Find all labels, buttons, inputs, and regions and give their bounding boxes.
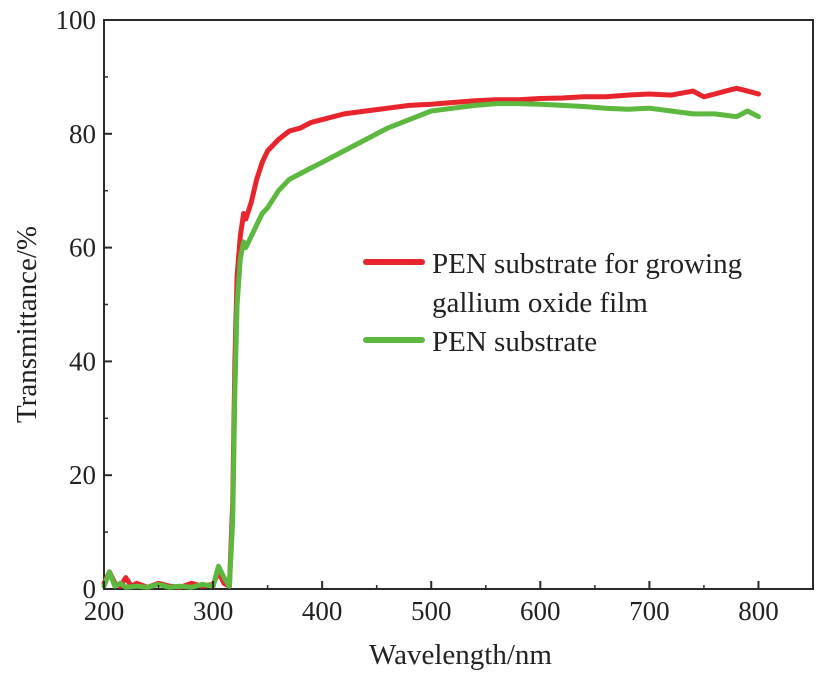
y-tick-label: 0: [83, 574, 97, 604]
legend-label: gallium oxide film: [432, 287, 648, 319]
x-tick-label: 300: [193, 596, 234, 626]
legend: PEN substrate for growing gallium oxide f…: [363, 248, 742, 358]
legend-label: PEN substrate: [432, 326, 597, 358]
x-axis-label: Wavelength/nm: [369, 639, 552, 671]
x-tick-label: 700: [629, 596, 670, 626]
axis-ticks: 200 300 400 500 600 700 800 0 20 40 60 80 100: [56, 5, 779, 626]
x-tick-label: 200: [84, 596, 125, 626]
y-tick-label: 60: [69, 233, 96, 263]
y-tick-label: 100: [56, 5, 97, 35]
series-lines: [101, 85, 761, 590]
y-tick-label: 20: [69, 460, 96, 490]
y-tick-label: 40: [69, 346, 96, 376]
legend-label: PEN substrate for growing: [432, 248, 742, 280]
series-line-pen-substrate: [101, 101, 761, 590]
x-tick-label: 500: [411, 596, 452, 626]
x-tick-label: 400: [302, 596, 343, 626]
x-tick-label: 800: [738, 596, 779, 626]
y-axis-label: Transmittance/%: [11, 226, 43, 423]
x-tick-label: 600: [520, 596, 561, 626]
y-tick-label: 80: [69, 119, 96, 149]
